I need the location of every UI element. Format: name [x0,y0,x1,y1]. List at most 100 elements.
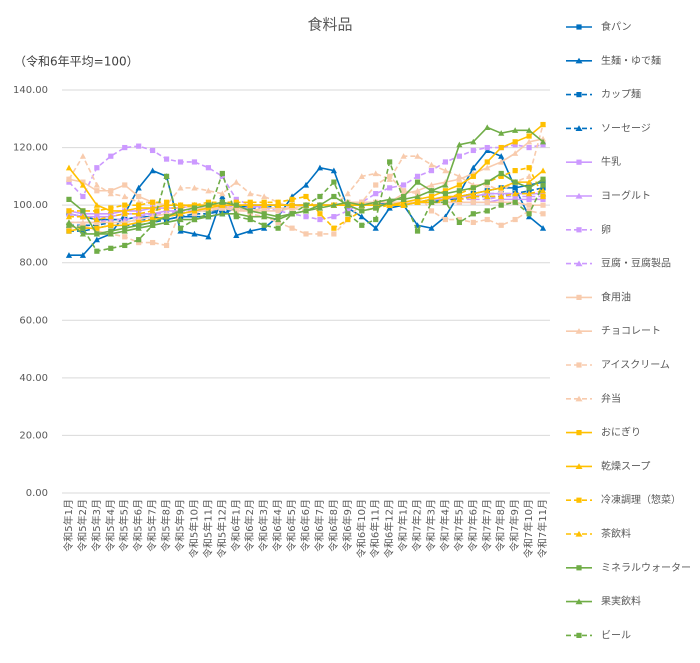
data-point [275,208,281,214]
data-point [150,222,156,228]
data-point [317,211,323,217]
data-point [526,185,532,191]
data-point [80,222,86,228]
data-point [484,181,491,188]
data-point [247,202,254,208]
x-tick-label: 令和7年2月 [411,499,424,552]
data-point [136,239,142,246]
data-point [442,199,449,205]
data-point [121,207,128,214]
data-point [288,202,296,208]
data-point [66,208,72,214]
data-point [484,179,490,185]
data-point [122,242,128,249]
x-tick-label: 令和7年9月 [508,499,521,552]
data-point [358,213,365,220]
data-point [289,225,295,231]
data-point [498,187,505,194]
x-tick-label: 令和7年8月 [494,499,507,552]
x-tick-label: 令和6年4月 [271,499,284,552]
data-point [94,208,100,214]
data-point [122,222,128,228]
x-tick-label: 令和5年11月 [201,499,214,558]
data-point [177,225,184,231]
x-tick-label: 令和5年4月 [104,499,117,552]
x-tick-label: 令和7年7月 [480,499,493,552]
data-point [65,164,73,171]
data-point [540,193,546,200]
data-point [512,184,519,191]
data-point [526,133,532,139]
data-point [135,210,142,217]
data-point [275,204,282,211]
data-point [512,168,518,174]
legend-label: 食パン [601,20,632,33]
data-point [289,211,295,217]
legend-label: おにぎり [601,426,641,439]
data-point [540,182,546,188]
data-point [205,202,211,208]
data-point [456,182,462,188]
data-point [401,182,407,188]
data-point [331,225,337,231]
data-point [484,124,491,131]
data-point [525,138,533,145]
data-point [93,219,100,226]
data-point [498,196,504,202]
data-point [275,202,282,208]
data-point [191,184,198,191]
data-point [177,208,184,214]
data-point [205,205,211,211]
data-point [275,216,282,223]
data-point [219,199,225,205]
data-point [498,130,505,136]
data-point [525,179,533,185]
data-point [428,225,435,231]
data-point [150,199,156,205]
data-point [135,204,142,211]
legend-marker [576,632,582,638]
legend-label: ソーセージ [601,122,651,134]
data-point [93,213,100,220]
data-point [150,216,156,223]
data-point [512,190,519,197]
data-point [456,153,462,159]
legend-marker [575,395,583,402]
x-tick-label: 令和5年2月 [76,499,89,552]
data-point [303,214,309,220]
data-point [498,199,504,205]
x-tick-label: 令和6年2月 [243,499,256,552]
data-point [484,159,490,165]
data-point [107,213,114,220]
data-point [247,216,253,223]
data-point [79,252,87,258]
legend-marker [575,57,583,64]
data-point [66,222,72,228]
data-point [65,210,73,217]
legend-label: 卵 [601,224,611,236]
data-point [79,230,87,237]
x-tick-label: 令和7年10月 [522,499,535,558]
x-tick-label: 令和6年12月 [383,499,396,558]
data-point [540,211,546,217]
data-point [539,167,547,174]
data-point [498,170,504,177]
legend-label: 弁当 [601,392,621,405]
data-point [122,182,128,188]
data-point [330,167,337,174]
data-point [525,127,533,133]
data-point [470,185,476,191]
legend-marker [575,192,583,199]
data-point [498,153,505,159]
data-point [539,138,547,145]
data-point [484,199,490,205]
data-point [233,202,239,208]
data-point [289,196,295,202]
data-point [428,181,435,188]
y-tick-label: 60.00 [19,315,48,326]
data-point [484,187,491,194]
data-point [233,179,240,185]
data-point [163,204,170,211]
data-point [414,173,421,179]
data-point [80,208,86,214]
